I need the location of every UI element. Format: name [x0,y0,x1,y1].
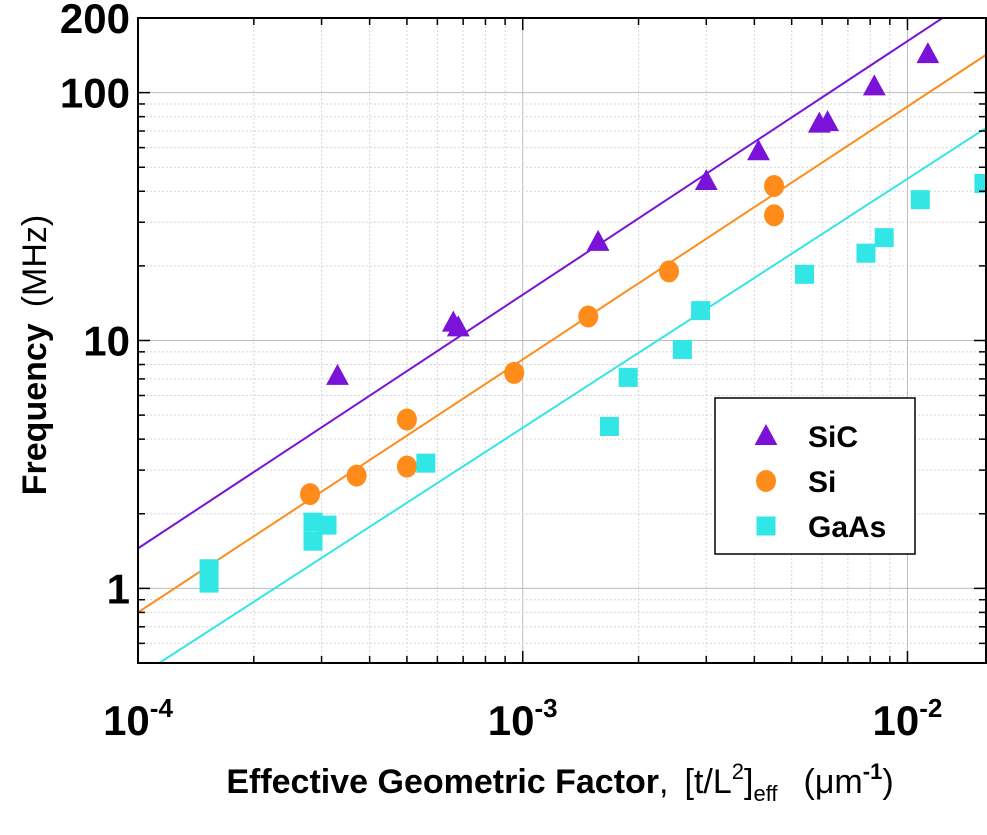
point-sic [747,139,770,161]
point-sic [816,110,839,132]
legend-items: SiC Si GaAs [754,421,886,544]
x-axis-unit: μm [815,763,863,801]
point-si [396,455,417,478]
y-tick-label: 100 [60,70,130,117]
axis-ticks [137,17,986,664]
point-si [578,305,599,328]
x-axis-unit-close: ) [882,763,893,801]
point-gaas [618,367,638,387]
x-axis-t-over-l: t/L [694,763,732,801]
grid [137,17,986,664]
x-axis-l-exponent: 2 [732,759,744,784]
legend-label-sic: SiC [808,421,858,454]
fit-lines [138,18,986,663]
point-si [659,260,680,283]
point-gaas [856,243,876,263]
point-gaas [974,173,987,193]
y-tick-label: 200 [60,0,130,42]
point-gaas [199,573,219,593]
fit-line-gaas [157,127,986,663]
x-tick-label-base: 10 [873,697,920,744]
x-tick-label-base: 10 [488,697,535,744]
point-gaas [303,531,323,551]
x-axis-title: Effective Geometric Factor [226,763,659,801]
y-axis-label: Frequency (MHz) [16,215,54,495]
legend-marker-gaas [756,516,776,536]
y-tick-label: 1 [107,565,130,612]
point-si [346,464,367,487]
fit-line-sic [138,18,945,550]
x-tick-label-exponent: -4 [150,693,174,723]
x-tick-label: 10-2 [873,693,943,744]
point-sic [586,229,610,251]
x-tick-label-base: 10 [103,697,150,744]
point-si [396,408,417,431]
legend-box [714,397,916,555]
x-tick-label-exponent: -3 [535,693,558,723]
x-tick-label: 10-3 [488,693,558,744]
point-gaas [672,339,692,359]
legend-label-gaas: GaAs [808,511,886,544]
point-gaas [691,301,711,321]
x-axis-unit-exponent: -1 [863,759,883,784]
point-si [504,361,525,384]
point-gaas [795,264,815,284]
x-axis-label: Effective Geometric Factor, [t/L2]eff (μm-… [226,759,893,806]
legend: SiC Si GaAs [714,397,916,555]
point-gaas [199,559,219,579]
point-sic [446,315,470,337]
data-points [199,42,987,593]
point-gaas [317,515,337,535]
point-gaas [910,190,930,210]
legend-marker-sic [754,424,778,445]
point-si [764,175,785,198]
y-axis-title: Frequency [16,323,54,495]
point-sic [694,169,718,191]
x-axis-comma: , [659,763,668,801]
legend-marker-si [756,470,776,492]
point-si [764,204,785,227]
point-sic [326,363,349,385]
x-tick-label: 10-4 [103,693,173,744]
point-sic [916,42,940,64]
x-axis-subscript: eff [753,781,778,806]
point-gaas [416,453,436,473]
y-tick-label: 10 [83,318,130,365]
x-axis-bracket-open: [ [684,763,694,801]
y-axis-unit: (MHz) [16,215,54,308]
point-gaas [874,228,894,248]
point-sic [862,74,886,96]
x-axis-bracket-close: ] [744,763,753,801]
fit-line-si [138,54,986,614]
point-gaas [599,416,619,436]
legend-label-si: Si [808,466,836,499]
x-axis-unit-open: ( [804,763,816,801]
x-tick-label-exponent: -2 [919,693,942,723]
point-si [300,483,321,506]
